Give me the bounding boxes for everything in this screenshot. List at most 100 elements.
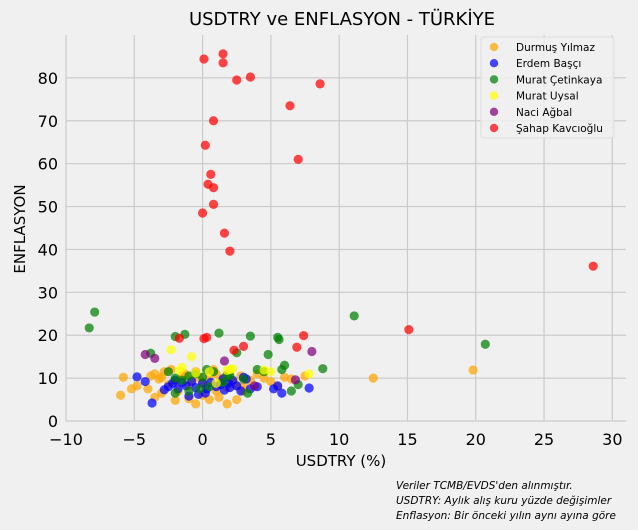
data-point [200,140,210,150]
legend-marker [489,123,499,133]
data-point [170,388,180,398]
x-tick-label: 0 [197,430,207,449]
data-point [116,390,126,400]
data-point [225,382,235,393]
data-point [174,333,184,343]
data-point [197,372,208,382]
y-axis-label: ENFLASYON [11,184,29,273]
y-tick-label: 60 [38,155,58,174]
data-point [222,399,232,409]
data-point [163,367,174,377]
data-point [588,261,598,271]
data-point [199,54,209,64]
data-point [206,169,216,179]
data-point [218,49,228,59]
data-point [225,246,235,256]
data-point [259,373,269,383]
legend-marker [489,107,499,117]
data-point [191,399,201,409]
data-point [245,72,255,82]
source-note: Enflasyon: Bir önceki yılın aynı ayına g… [396,510,616,522]
legend-entry: Durmuş Yılmaz [516,42,595,54]
x-tick-label: 20 [466,430,486,449]
data-point [140,376,150,387]
legend-entry: Murat Uysal [516,91,579,103]
data-point [150,353,160,363]
legend-entry: Şahap Kavcıoğlu [516,123,603,135]
chart-title: USDTRY ve ENFLASYON - TÜRKİYE [189,8,495,30]
data-point [219,228,230,238]
data-point [132,381,142,391]
data-point [232,394,242,405]
data-point [307,346,317,357]
data-point [286,386,296,396]
data-point [218,377,228,387]
data-point [266,376,276,387]
data-point [208,183,219,193]
legend-entry: Murat Çetinkaya [516,74,602,86]
data-point [229,345,239,355]
data-point [293,154,303,164]
data-point [299,331,309,341]
legend-marker [489,42,499,52]
data-point [285,101,295,111]
data-point [208,199,219,210]
data-point [245,331,255,341]
data-point [238,374,249,384]
legend-entry: Naci Ağbal [516,107,572,119]
source-note: Veriler TCMB/EVDS'den alınmıştır. [396,480,573,492]
x-axis-label: USDTRY (%) [296,452,387,470]
data-point [219,356,230,366]
data-point [292,342,302,352]
data-point [349,311,359,321]
data-point [304,383,314,393]
x-tick-label: −5 [122,430,146,449]
data-point [132,372,142,382]
x-axis-ticks: −10 −5 0 5 10 15 20 25 30 [49,430,622,449]
data-point [211,378,221,388]
data-point [228,364,238,374]
data-point [468,365,478,375]
y-tick-label: 40 [38,240,58,259]
data-point [147,398,157,408]
data-point [243,388,253,398]
y-tick-label: 50 [38,198,58,217]
data-point [368,373,378,383]
y-axis-ticks: 0 10 20 30 40 50 60 70 80 [38,69,58,431]
data-point [277,388,287,398]
data-point [166,345,176,355]
data-point [204,382,215,392]
y-tick-label: 30 [38,283,58,302]
data-point [232,75,242,85]
y-tick-label: 70 [38,112,58,131]
x-tick-label: 10 [329,430,349,449]
y-tick-label: 10 [38,369,58,388]
x-tick-label: 5 [266,430,276,449]
data-point [170,395,180,406]
legend: Durmuş Yılmaz Erdem Başçı Murat Çetinkaya M… [480,36,615,139]
x-tick-label: 15 [397,430,417,449]
data-point [304,369,314,379]
y-tick-label: 80 [38,69,58,88]
source-note: USDTRY: Aylık alış kuru yüzde değişimler [396,495,612,507]
data-point [208,116,219,126]
legend-marker [489,75,499,84]
data-point [191,368,201,378]
legend-marker [489,59,499,68]
x-tick-label: 30 [602,430,622,449]
data-point [204,367,215,377]
data-point [177,362,187,372]
data-point [249,381,260,391]
data-point [238,341,249,351]
data-point [218,58,228,68]
legend-box [480,36,615,139]
data-point [315,79,325,89]
data-point [187,352,197,362]
y-tick-label: 0 [48,412,58,431]
x-tick-label: −10 [49,430,83,449]
data-point [195,384,205,394]
data-point [90,307,100,317]
data-point [177,375,187,385]
